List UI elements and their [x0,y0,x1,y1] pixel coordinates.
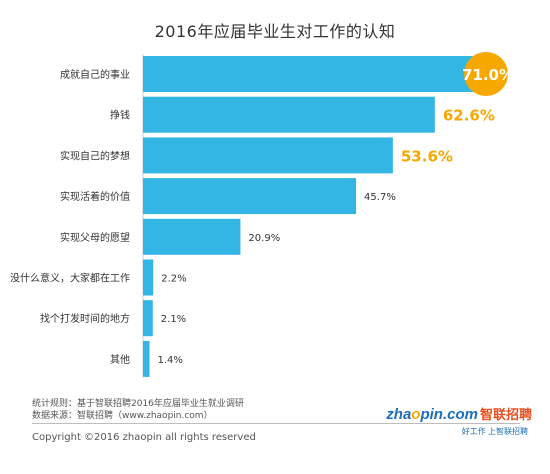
zhaopin-logo: zhaopin.com 智联招聘 好工作 上智联招聘 [386,404,534,446]
value-label: 53.6% [401,147,453,165]
category-label: 实现父母的愿望 [60,231,130,244]
footer-divider [32,423,520,424]
logo-tagline: 好工作 上智联招聘 [461,427,528,436]
bar [143,137,393,174]
bar [143,340,150,377]
value-label: 62.6% [443,107,495,125]
footer-source: 数据来源：智联招聘（www.zhaopin.com） [32,411,213,421]
chart-title: 2016年应届毕业生对工作的认知 [154,22,396,41]
logo-brand-cn: 智联招聘 [479,407,532,422]
value-label: 20.9% [248,233,280,244]
category-label: 其他 [110,353,130,366]
value-label: 2.2% [161,274,186,285]
category-label: 成就自己的事业 [60,68,130,81]
highlight-badge [464,52,508,96]
bar [143,96,435,133]
category-label: 找个打发时间的地方 [40,312,130,325]
value-label: 2.1% [161,314,186,325]
bar [143,259,154,296]
category-label: 实现自己的梦想 [60,149,130,162]
category-label: 实现活着的价值 [60,190,130,203]
logo-wordmark: zhaopin.com 智联招聘 [386,406,532,423]
value-label: 71.0% [462,66,514,84]
footer-rule: 统计规则：基于智联招聘2016年应届毕业生就业调研 [32,399,244,409]
bar [143,300,153,337]
value-label: 1.4% [158,355,183,366]
bar-chart: 成就自己的事业 71.0% 挣钱 62.6% 实现自己的梦想 53.6% 实现活着的价值 45… [10,52,514,378]
category-label: 没什么意义，大家都在工作 [10,272,130,285]
bar [143,56,474,92]
footer-notes: 统计规则：基于智联招聘2016年应届毕业生就业调研 数据来源：智联招聘（www.… [32,398,244,422]
value-label: 45.7% [364,192,396,203]
copyright-text: Copyright ©2016 zhaopin all rights reser… [32,432,256,443]
bar [143,178,357,215]
bar [143,218,241,255]
category-label: 挣钱 [110,109,130,122]
